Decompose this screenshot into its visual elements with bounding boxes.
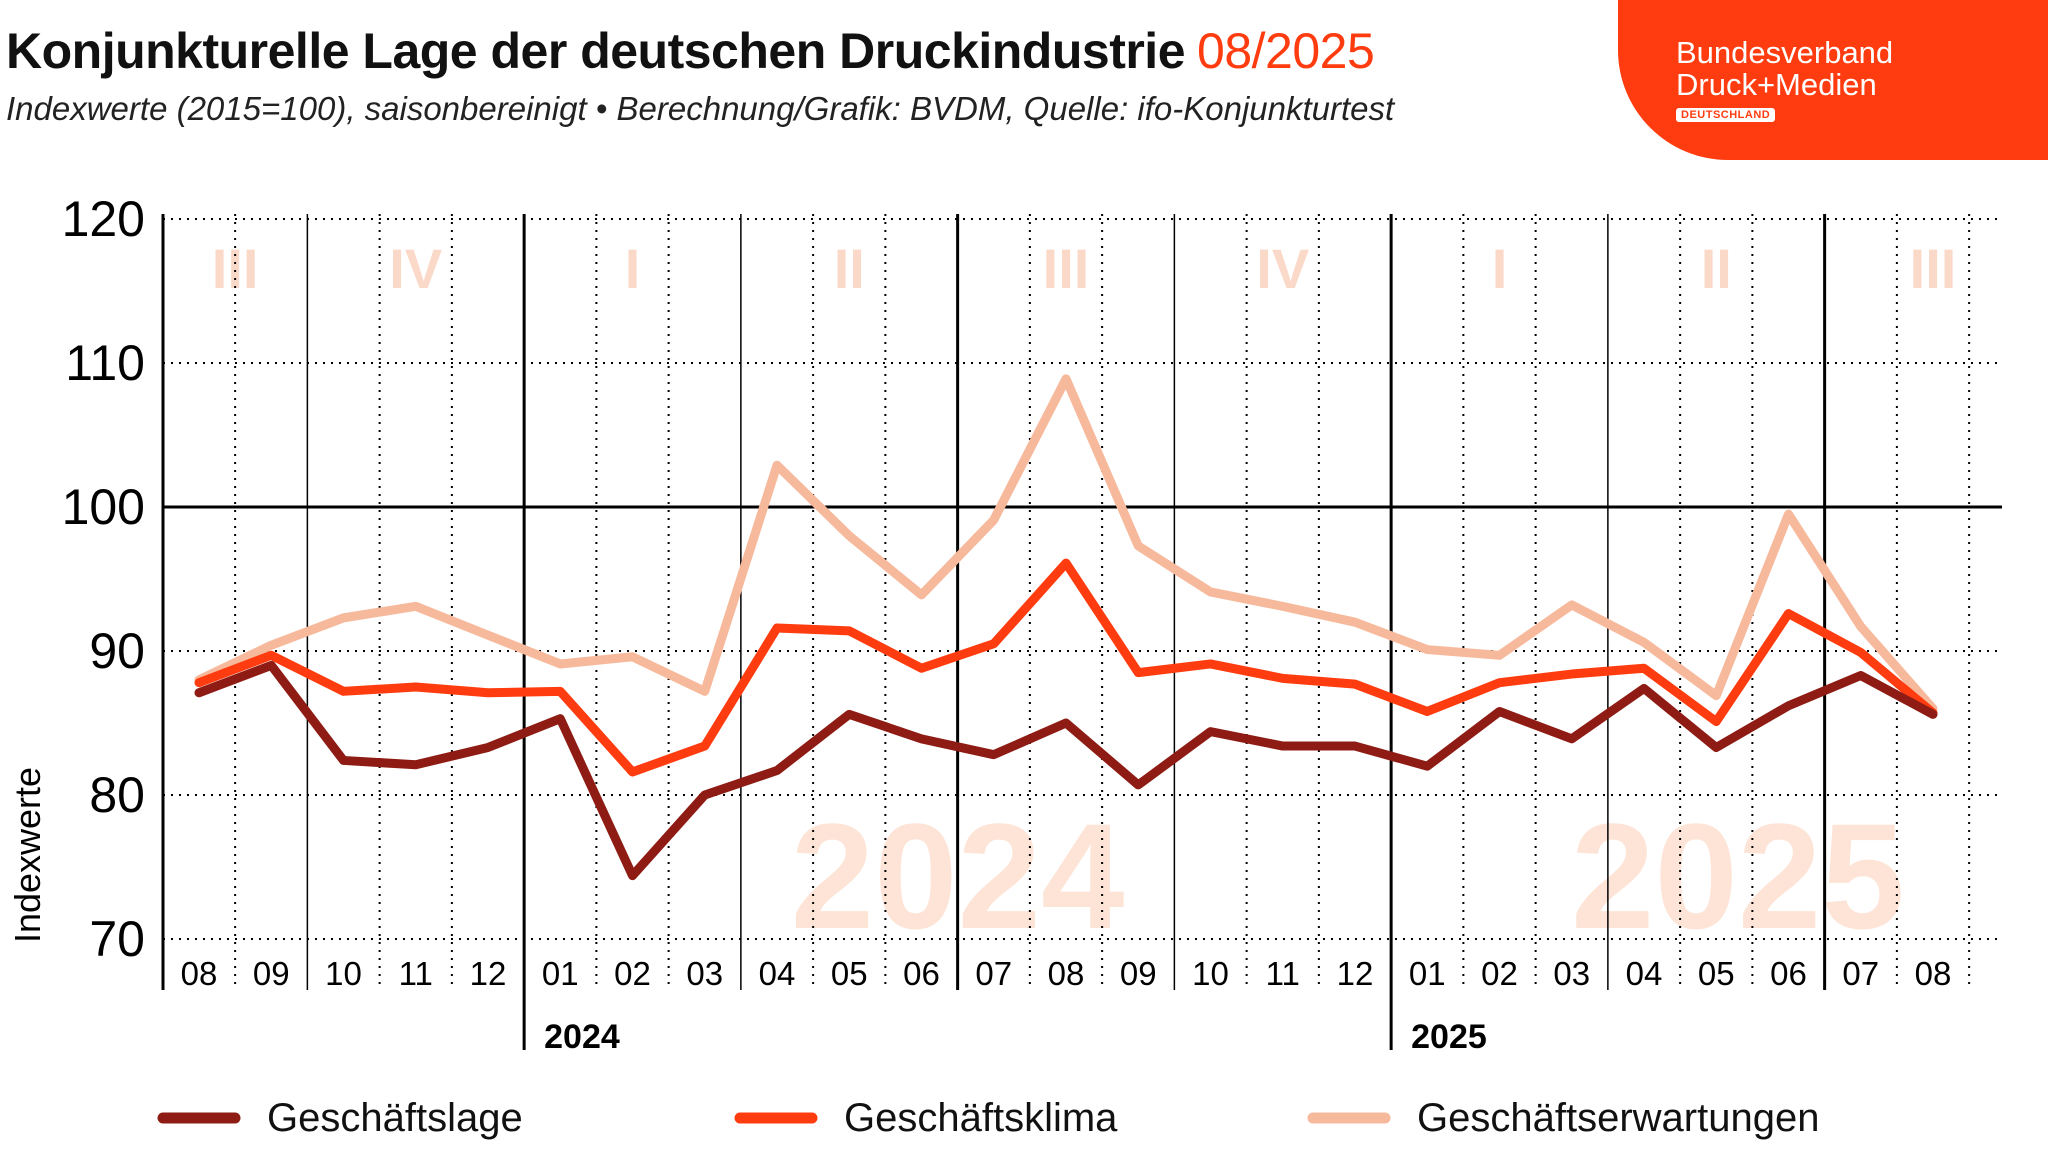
- series-line-geschäftserwartungen: [194, 374, 1938, 714]
- quarter-label: IV: [1256, 237, 1309, 300]
- y-tick-label: 80: [89, 767, 145, 823]
- legend-label: Geschäftslage: [267, 1096, 523, 1140]
- x-tick-label: 08: [1915, 955, 1952, 992]
- bvdm-logo: Bundesverband Druck+Medien DEUTSCHLAND: [1618, 0, 2048, 160]
- year-label: 2025: [1411, 1018, 1487, 1056]
- x-tick-label: 05: [1698, 955, 1735, 992]
- quarter-label: III: [1910, 237, 1957, 300]
- year-label: 2024: [544, 1018, 620, 1056]
- chart-subtitle: Indexwerte (2015=100), saisonbereinigt •…: [6, 90, 1395, 127]
- y-tick-label: 90: [89, 623, 145, 679]
- x-tick-label: 09: [253, 955, 290, 992]
- x-tick-label: 01: [1409, 955, 1446, 992]
- y-tick-label: 70: [89, 911, 145, 967]
- x-tick-label: 05: [831, 955, 868, 992]
- x-tick-label: 10: [1192, 955, 1229, 992]
- x-tick-label: 08: [1048, 955, 1085, 992]
- chart-title: Konjunkturelle Lage der deutschen Drucki…: [6, 23, 1375, 79]
- quarter-label: II: [1701, 237, 1732, 300]
- y-axis-label: Indexwerte: [7, 767, 48, 943]
- legend-label: Geschäftsklima: [844, 1096, 1118, 1140]
- x-tick-label: 06: [1770, 955, 1807, 992]
- x-tick-label: 11: [1266, 955, 1300, 992]
- y-tick-label: 110: [65, 335, 145, 391]
- period-label: 08/2025: [1197, 23, 1375, 79]
- y-tick-label: 120: [62, 191, 145, 247]
- x-tick-label: 04: [1626, 955, 1663, 992]
- legend-label: Geschäftserwartungen: [1417, 1096, 1819, 1140]
- x-tick-label: 12: [1337, 955, 1374, 992]
- quarter-label: II: [834, 237, 865, 300]
- quarter-label: IV: [389, 237, 442, 300]
- quarter-label: I: [1492, 237, 1508, 300]
- year-watermark: 2025: [1571, 792, 1905, 960]
- x-tick-label: 02: [614, 955, 651, 992]
- x-tick-label: 07: [975, 955, 1012, 992]
- x-tick-label: 04: [759, 955, 796, 992]
- x-tick-label: 08: [181, 955, 218, 992]
- x-tick-label: 02: [1481, 955, 1518, 992]
- y-tick-label: 100: [62, 479, 145, 535]
- quarter-label: I: [625, 237, 641, 300]
- x-tick-label: 01: [542, 955, 579, 992]
- x-tick-label: 03: [1553, 955, 1590, 992]
- x-tick-label: 11: [399, 955, 433, 992]
- x-tick-label: 09: [1120, 955, 1157, 992]
- x-tick-label: 03: [686, 955, 723, 992]
- x-tick-label: 12: [470, 955, 507, 992]
- x-tick-label: 07: [1842, 955, 1879, 992]
- quarter-label: III: [1043, 237, 1090, 300]
- x-tick-label: 06: [903, 955, 940, 992]
- x-tick-label: 10: [325, 955, 362, 992]
